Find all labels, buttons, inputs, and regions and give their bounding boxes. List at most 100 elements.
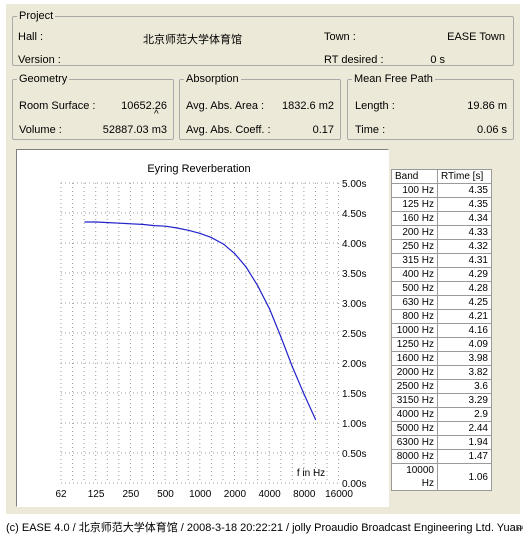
avg-abs-coeff-label: Avg. Abs. Coeff. : [186,124,271,136]
rt-data-point [269,308,271,310]
rt-data-point [95,221,97,223]
report-panel: Project Hall : 北京师范大学体育馆 Town : EASE Tow… [6,4,520,514]
band-cell: 315 Hz [391,253,438,268]
room-surface-value: 10652.26 [121,100,167,112]
avg-abs-area-label: Avg. Abs. Area : [186,100,265,112]
rt-desired-value: 0 s [430,54,445,66]
y-tick-label: 0.00s [342,479,366,490]
table-row: 6300 Hz 1.94 [391,435,492,450]
band-cell: 500 Hz [391,281,438,296]
y-tick-label: 4.00s [342,239,366,250]
x-tick-labels: 62 125 250 500 1000 2000 4000 8000 16000 [55,489,353,500]
rt-data-point [303,394,305,396]
rt-data-point [119,222,121,224]
rtime-cell: 3.6 [437,379,492,394]
x-tick-label: 250 [122,489,139,500]
rt-data-point [245,266,247,268]
table-row: 1250 Hz 4.09 [391,337,492,352]
band-cell: 5000 Hz [391,421,438,436]
version-label: Version : [18,54,61,66]
table-row: 1000 Hz 4.16 [391,323,492,338]
band-cell: 100 Hz [391,183,438,198]
volume-label: Volume : [19,124,62,136]
geometry-legend: Geometry [19,73,68,85]
absorption-legend: Absorption [186,73,239,85]
x-tick-label: 16000 [325,489,353,500]
table-row: 500 Hz 4.28 [391,281,492,296]
series [84,221,317,420]
hall-value: 北京师范大学体育馆 [143,34,242,46]
chart-title: Eyring Reverberation [147,163,250,175]
rt-data-point [176,227,178,229]
rtime-cell: 4.34 [437,211,492,226]
rtime-cell: 4.09 [437,337,492,352]
rtime-cell: 4.33 [437,225,492,240]
y-tick-label: 3.00s [342,299,366,310]
rt-data-point [84,221,86,223]
band-cell: 200 Hz [391,225,438,240]
band-cell: 800 Hz [391,309,438,324]
x-tick-label: 62 [55,489,67,500]
x-tick-label: 1000 [189,489,212,500]
rtime-cell: 4.31 [437,253,492,268]
x-tick-label: 8000 [293,489,316,500]
rtime-cell: 4.35 [437,183,492,198]
y-tick-label: 3.50s [342,269,366,280]
band-cell: 4000 Hz [391,407,438,422]
table-row: 800 Hz 4.21 [391,309,492,324]
paragraph-return-mark: ↵ [516,524,525,535]
geometry-group: Geometry Room Surface : 10652.26 ^ Volum… [12,74,174,140]
rtime-column-header: RTime [s] [437,169,492,184]
band-cell: 3150 Hz [391,393,438,408]
rtime-cell: 4.21 [437,309,492,324]
rtime-cell: 4.35 [437,197,492,212]
table-row: 8000 Hz 1.47 [391,449,492,464]
mfp-length-value: 19.86 m [467,100,507,112]
band-cell: 1000 Hz [391,323,438,338]
table-row: 250 Hz 4.32 [391,239,492,254]
y-tick-labels: 0.00s 0.50s 1.00s 1.50s 2.00s 2.50s 3.00s 3.50s… [342,179,366,490]
mfp-time-label: Time : [355,124,386,136]
chart-x-axis-label: f in Hz [297,468,325,479]
rt-data-point [210,237,212,239]
chart-frame: 0.00s 0.50s 1.00s 1.50s 2.00s 2.50s 3.00s 3.50s… [16,149,389,507]
x-tick-label: 4000 [258,489,281,500]
band-cell: 250 Hz [391,239,438,254]
band-cell: 630 Hz [391,295,438,310]
rtime-cell: 1.06 [437,463,492,491]
rtime-cell: 1.47 [437,449,492,464]
y-tick-label: 0.50s [342,449,366,460]
table-row: 10000 Hz 1.06 [391,463,492,491]
rtime-cell: 2.9 [437,407,492,422]
table-row: 100 Hz 4.35 [391,183,492,198]
rtime-cell: 3.82 [437,365,492,380]
rt-data-point [188,229,190,231]
y-tick-label: 1.50s [342,389,366,400]
rt-data-point [130,223,132,225]
mfp-time-value: 0.06 s [477,124,507,136]
footer-text: (c) EASE 4.0 / 北京师范大学体育馆 / 2008-3-18 20:… [6,522,522,534]
band-cell: 2500 Hz [391,379,438,394]
y-tick-label: 4.50s [342,209,366,220]
project-legend: Project [19,10,54,22]
room-surface-label: Room Surface : [19,100,96,112]
rt-data-point [199,232,201,234]
band-column-header: Band [391,169,438,184]
table-row: 400 Hz 4.29 [391,267,492,282]
band-cell: 10000 Hz [391,463,438,491]
rtime-cell: 4.25 [437,295,492,310]
town-label: Town : [324,31,356,43]
x-tick-label: 125 [88,489,105,500]
band-cell: 125 Hz [391,197,438,212]
rt-data-point [107,222,110,224]
town-value: EASE Town [447,31,505,43]
band-cell: 8000 Hz [391,449,438,464]
table-row: 5000 Hz 2.44 [391,421,492,436]
band-cell: 6300 Hz [391,435,438,450]
table-row: 125 Hz 4.35 [391,197,492,212]
hall-label: Hall : [18,31,44,43]
mfp-length-label: Length : [355,100,395,112]
table-row: 3150 Hz 3.29 [391,393,492,408]
band-cell: 1250 Hz [391,337,438,352]
rt-data-point [291,366,293,368]
